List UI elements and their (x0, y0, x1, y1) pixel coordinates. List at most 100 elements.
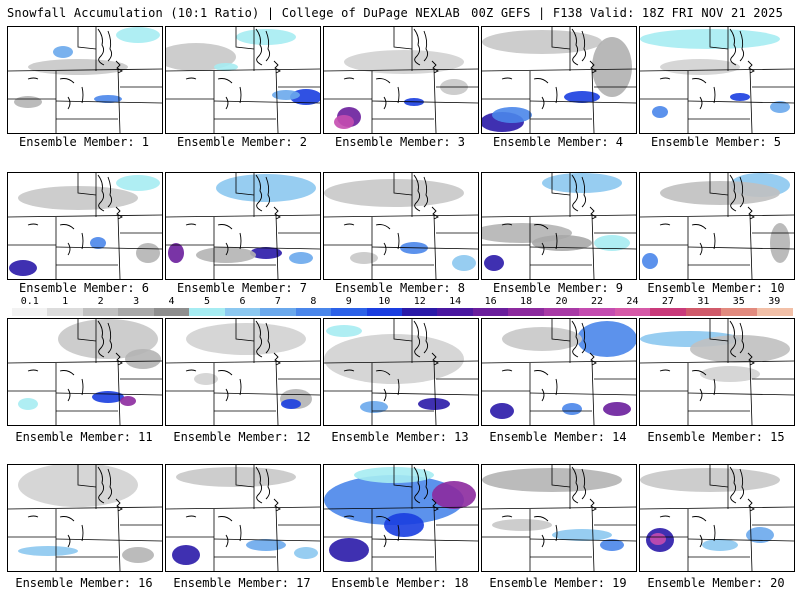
state-borders (8, 319, 162, 425)
colorbar-label: 10 (378, 296, 391, 307)
colorbar-swatch (402, 308, 438, 316)
snowfall-shading (9, 175, 160, 276)
coastline (185, 320, 281, 402)
state-borders (482, 319, 636, 425)
coastline (185, 466, 281, 548)
colorbar-swatch (756, 308, 793, 316)
ensemble-member-label: Ensemble Member: 6 (18, 281, 150, 295)
snowfall-shading (18, 465, 154, 563)
coastline (27, 320, 123, 402)
ensemble-member-label: Ensemble Member: 1 (18, 135, 150, 149)
colorbar-swatch (721, 308, 758, 316)
colorbar-swatch (472, 308, 509, 316)
state-borders (324, 319, 478, 425)
ensemble-member-label: Ensemble Member: 3 (334, 135, 466, 149)
state-borders (166, 465, 320, 571)
state-borders (8, 465, 162, 571)
coastline (343, 28, 439, 110)
ensemble-member-label: Ensemble Member: 8 (334, 281, 466, 295)
snowfall-colorbar: 0.1 1 2 3 4 5 6 7 8 9 10 12 14 16 18 20 22 24 27 31 35 39 (4, 296, 794, 316)
colorbar-label: 27 (661, 296, 674, 307)
ensemble-member-label: Ensemble Member: 20 (647, 576, 785, 590)
colorbar-label: 1 (62, 296, 69, 307)
ensemble-member-map (639, 464, 795, 572)
coastline (343, 466, 439, 548)
colorbar-swatch (260, 308, 297, 316)
snowfall-shading (334, 50, 468, 129)
state-borders (8, 173, 162, 279)
coastline (185, 174, 281, 256)
colorbar-swatch (153, 308, 190, 316)
ensemble-member-map (7, 172, 163, 280)
coastline (343, 320, 439, 402)
map-title: Snowfall Accumulation (10:1 Ratio) | Col… (7, 6, 460, 20)
colorbar-swatch (224, 308, 261, 316)
snowfall-shading (324, 325, 464, 413)
snowfall-shading (186, 323, 312, 409)
coastline (659, 28, 755, 110)
colorbar-label: 31 (697, 296, 710, 307)
ensemble-member-map (481, 172, 637, 280)
colorbar-label: 22 (590, 296, 604, 307)
snowfall-shading (482, 30, 632, 132)
ensemble-member-label: Ensemble Member: 11 (15, 430, 153, 444)
colorbar-label: 5 (203, 296, 211, 307)
colorbar-swatch (189, 308, 226, 316)
colorbar-swatch (366, 308, 403, 316)
ensemble-member-map (7, 464, 163, 572)
colorbar-swatch (685, 308, 722, 316)
ensemble-member-map (481, 26, 637, 134)
ensemble-member-map (639, 172, 795, 280)
state-borders (8, 27, 162, 133)
coastline (27, 174, 123, 256)
ensemble-member-label: Ensemble Member: 5 (650, 135, 782, 149)
colorbar-swatch (614, 308, 651, 316)
colorbar-label: 0.1 (20, 296, 39, 307)
state-borders (324, 27, 478, 133)
coastline (659, 174, 755, 256)
ensemble-member-label: Ensemble Member: 17 (173, 576, 311, 590)
ensemble-member-label: Ensemble Member: 2 (176, 135, 308, 149)
colorbar-swatch (331, 308, 368, 316)
colorbar-label: 12 (413, 296, 426, 307)
ensemble-member-map (323, 318, 479, 426)
coastline (501, 174, 597, 256)
state-borders (640, 319, 794, 425)
colorbar-swatch (650, 308, 687, 316)
ensemble-member-map (481, 318, 637, 426)
ensemble-member-label: Ensemble Member: 13 (331, 430, 469, 444)
colorbar-swatch (12, 308, 48, 316)
colorbar-swatch (543, 308, 580, 316)
snowfall-shading (14, 27, 160, 108)
state-borders (166, 319, 320, 425)
state-borders (482, 173, 636, 279)
state-borders (324, 173, 478, 279)
ensemble-member-label: Ensemble Member: 4 (492, 135, 624, 149)
ensemble-member-map (165, 26, 321, 134)
ensemble-member-map (639, 26, 795, 134)
colorbar-label: 4 (168, 296, 175, 307)
state-borders (166, 27, 320, 133)
ensemble-member-label: Ensemble Member: 18 (331, 576, 469, 590)
colorbar-swatch (47, 308, 84, 316)
snowfall-shading (490, 321, 636, 419)
valid-time: 00Z GEFS | F138 Valid: 18Z FRI NOV 21 20… (471, 6, 783, 20)
coastline (501, 320, 597, 402)
state-borders (482, 465, 636, 571)
ensemble-member-label: Ensemble Member: 7 (176, 281, 308, 295)
ensemble-member-label: Ensemble Member: 9 (492, 281, 624, 295)
ensemble-member-map (165, 172, 321, 280)
colorbar-label: 8 (310, 296, 317, 307)
colorbar-label: 39 (768, 296, 781, 307)
colorbar-label: 7 (274, 296, 281, 307)
state-borders (640, 173, 794, 279)
snowfall-shading (18, 319, 161, 410)
state-borders (640, 465, 794, 571)
ensemble-member-map (165, 464, 321, 572)
colorbar-swatch (508, 308, 545, 316)
colorbar-label: 9 (345, 296, 352, 307)
colorbar-swatch (437, 308, 474, 316)
colorbar-swatch (579, 308, 616, 316)
state-borders (482, 27, 636, 133)
ensemble-member-map (323, 26, 479, 134)
